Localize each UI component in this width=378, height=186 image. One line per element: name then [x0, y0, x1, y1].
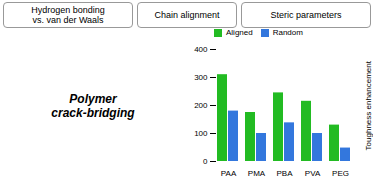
- html-text:Chain alignment: Chain alignment: [154, 10, 220, 20]
- svg-text:PBA: PBA: [276, 169, 293, 177]
- html-text:Polymer crack-bridging: Polymer crack-bridging: [51, 92, 135, 120]
- svg-text:PAA: PAA: [221, 169, 237, 177]
- svg-text:PVA: PVA: [305, 169, 321, 177]
- svg-text:0: 0: [203, 157, 208, 166]
- svg-text:PEG: PEG: [332, 169, 349, 177]
- html-text:Aligned: Aligned: [226, 28, 253, 37]
- html-text:Hydrogen bonding vs. van der W: Hydrogen bonding vs. van der Waals: [31, 5, 105, 25]
- html-text:Toughness enhancement: Toughness enhancement: [363, 61, 373, 151]
- html-text:Steric parameters: Steric parameters: [270, 10, 342, 20]
- svg-text:300: 300: [194, 73, 208, 82]
- html-text:Random: Random: [272, 28, 303, 37]
- svg-text:100: 100: [194, 129, 208, 138]
- svg-text:400: 400: [194, 45, 208, 54]
- svg-text:200: 200: [194, 101, 208, 110]
- svg-text:PMA: PMA: [248, 169, 266, 177]
